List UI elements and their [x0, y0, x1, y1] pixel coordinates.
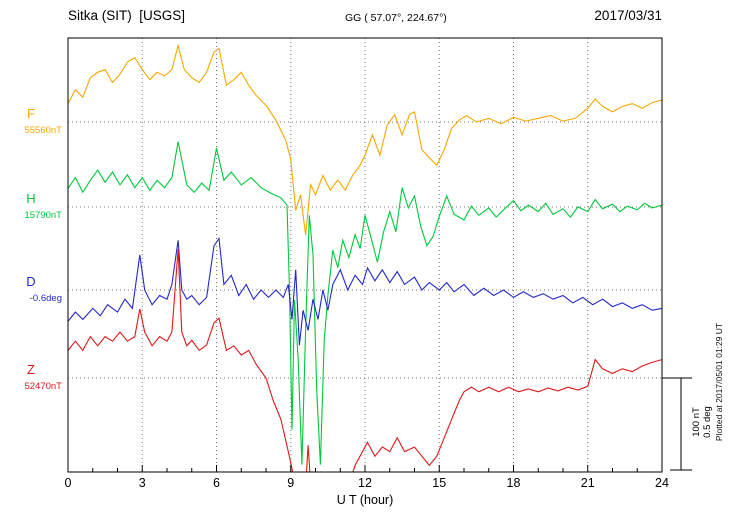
scale-bar-deg-label: 0.5 deg [702, 406, 713, 438]
trace-D [68, 236, 662, 346]
x-tick-label: 12 [358, 476, 372, 490]
channel-baseline-value-Z: 52470nT [24, 381, 62, 392]
channel-baseline-value-H: 15790nT [24, 210, 62, 221]
x-tick-label: 3 [138, 476, 146, 490]
scale-bar-label: 100 nT 0.5 deg [691, 399, 713, 445]
channel-label-Z: Z [27, 362, 35, 377]
scale-bar-nt-label: 100 nT [691, 407, 702, 437]
station-title: Sitka (SIT) [USGS] [68, 8, 186, 23]
x-tick-label: 24 [655, 476, 669, 490]
channel-label-D: D [26, 274, 36, 289]
trace-F [68, 43, 662, 236]
x-tick-label: 21 [580, 476, 595, 490]
traces [68, 43, 662, 472]
x-tick-label: 18 [506, 476, 521, 490]
channel-label-F: F [27, 106, 35, 121]
plot-timestamp-note: Plotted at 2017/05/01 01:29 UT [714, 322, 724, 442]
plot-date: 2017/03/31 [594, 8, 662, 23]
scale-bar-bracket [662, 377, 692, 471]
trace-Z [68, 249, 662, 472]
x-tick-label: 9 [287, 476, 295, 490]
channel-baseline-value-D: -0.6deg [29, 293, 62, 304]
x-axis-label: U T (hour) [336, 493, 394, 507]
x-tick-label: 0 [64, 476, 72, 490]
trace-H [68, 141, 662, 465]
observatory-coordinates: GG ( 57.07°, 224.67°) [345, 12, 447, 24]
grid [68, 38, 662, 472]
x-tick-label: 15 [432, 476, 447, 490]
channel-label-H: H [26, 191, 36, 206]
x-axis-ticks [67, 465, 663, 472]
x-tick-label: 6 [213, 476, 220, 490]
channel-baseline-value-F: 55560nT [24, 125, 62, 136]
